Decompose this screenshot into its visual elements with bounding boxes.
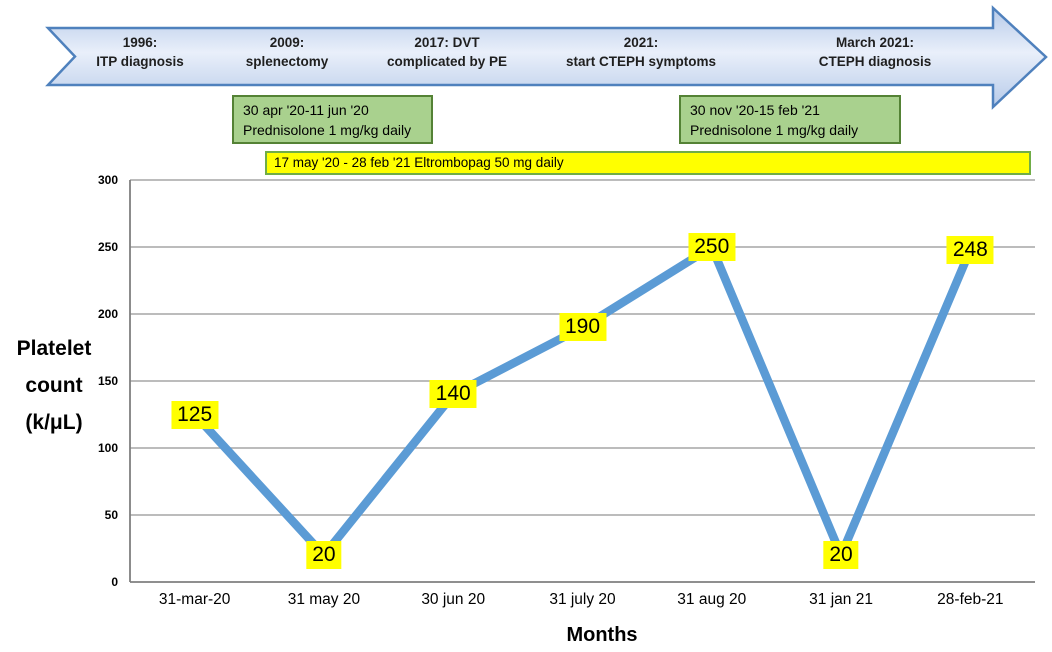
y-tick-label: 150 — [97, 374, 118, 388]
data-point-label: 140 — [429, 380, 477, 409]
y-axis-title: Platelet count (k/μL) — [0, 330, 108, 441]
x-tick-label: 31 may 20 — [287, 591, 361, 608]
timeline-event-cteph-diagnosis: March 2021: CTEPH diagnosis — [819, 33, 932, 71]
treatment-drug: Prednisolone 1 mg/kg daily — [690, 122, 859, 138]
event-label: complicated by PE — [386, 54, 508, 69]
prednisolone-treatment-box-2: 30 nov '20-15 feb '21 Prednisolone 1 mg/… — [679, 95, 901, 144]
timeline-arrow — [45, 5, 1048, 110]
y-tick-label: 0 — [111, 575, 118, 589]
event-label: start CTEPH symptoms — [565, 54, 717, 69]
x-tick-label: 30 jun 20 — [421, 591, 486, 608]
data-point-label: 125 — [171, 400, 219, 429]
y-axis-title-line: (k/μL) — [25, 411, 83, 434]
timeline-event-dvt-pe: 2017: DVT complicated by PE — [387, 33, 507, 71]
prednisolone-treatment-box-1: 30 apr '20-11 jun '20 Prednisolone 1 mg/… — [232, 95, 433, 144]
y-tick-label: 100 — [97, 441, 118, 455]
x-tick-label: 28-feb-21 — [937, 591, 1004, 608]
y-tick-label: 200 — [97, 307, 118, 321]
event-label: splenectomy — [245, 54, 329, 69]
data-point-label: 20 — [823, 541, 859, 570]
x-tick-label: 31 jan 21 — [809, 591, 873, 608]
x-axis-title: Months — [566, 624, 638, 646]
event-label: CTEPH diagnosis — [818, 54, 932, 69]
event-label: ITP diagnosis — [96, 54, 184, 69]
timeline-arrow-shape — [45, 5, 1048, 110]
x-tick-label: 31 july 20 — [549, 591, 616, 608]
platelet-count-line — [191, 242, 975, 560]
event-year: 2021: — [623, 35, 659, 50]
event-year: 2009: — [269, 35, 305, 50]
event-year: 1996: — [122, 35, 158, 50]
treatment-period: 30 nov '20-15 feb '21 — [690, 102, 820, 118]
y-axis-title-line: Platelet — [16, 337, 92, 360]
event-year: March 2021: — [835, 35, 915, 50]
y-axis-title-line: count — [25, 374, 83, 397]
treatment-period: 30 apr '20-11 jun '20 — [243, 102, 369, 118]
x-tick-label: 31-mar-20 — [158, 591, 231, 608]
data-point-label: 20 — [306, 541, 342, 570]
timeline-event-cteph-symptoms: 2021: start CTEPH symptoms — [566, 33, 716, 71]
event-year: 2017: DVT — [414, 35, 480, 50]
eltrombopag-treatment-bar: 17 may '20 - 28 feb '21 Eltrombopag 50 m… — [265, 151, 1031, 175]
y-tick-label: 300 — [97, 173, 118, 187]
x-tick-label: 31 aug 20 — [677, 591, 747, 608]
data-point-label: 250 — [688, 233, 736, 261]
y-tick-label: 50 — [104, 508, 118, 522]
timeline-event-splenectomy: 2009: splenectomy — [246, 33, 329, 71]
treatment-label: 17 may '20 - 28 feb '21 Eltrombopag 50 m… — [274, 155, 564, 170]
treatment-drug: Prednisolone 1 mg/kg daily — [243, 122, 412, 138]
data-point-label: 248 — [946, 235, 994, 264]
y-tick-label: 250 — [97, 240, 118, 254]
data-point-label: 190 — [558, 313, 607, 342]
timeline-event-itp-diagnosis: 1996: ITP diagnosis — [96, 33, 184, 71]
